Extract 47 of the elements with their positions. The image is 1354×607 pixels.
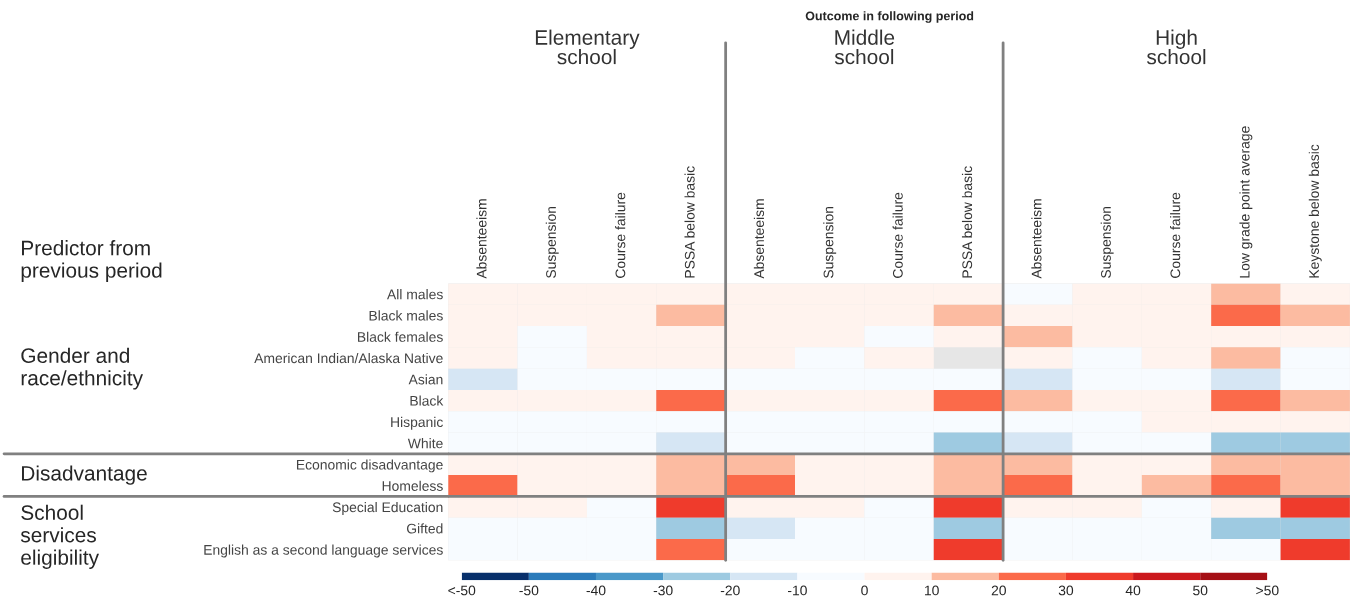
x-tick-label: PSSA below basic [961, 166, 973, 278]
color-bar-label: -40 [586, 585, 606, 596]
text: Middle school [834, 29, 895, 65]
y-tick-label: Economic disadvantage [296, 459, 443, 473]
y-tick-label: American Indian/Alaska Native [254, 352, 443, 364]
color-bar-label: <-50 [448, 585, 476, 596]
text: Elementary school [535, 29, 640, 65]
y-tick-label: Asian [408, 374, 443, 385]
x-tick-label: Low grade point average [1239, 126, 1253, 278]
text: School services eligibility [20, 504, 100, 569]
color-bar-label: -30 [653, 585, 673, 596]
color-bar-label: -10 [787, 585, 807, 596]
chart-title: Outcome in following period [805, 11, 974, 23]
x-tick-label: Suspension [1100, 206, 1114, 278]
text: High school [1146, 29, 1206, 65]
text: Gender and race/ethnicity [21, 347, 144, 390]
y-tick-label: Homeless [382, 480, 443, 491]
x-tick-label: Absenteeism [1031, 199, 1042, 279]
y-tick-label: Black [410, 395, 444, 406]
x-tick-label: Course failure [1170, 192, 1181, 278]
color-bar-label: -50 [519, 585, 539, 596]
x-tick-label: Suspension [823, 206, 837, 278]
y-tick-label: Gifted [406, 523, 443, 534]
text: Disadvantage [22, 465, 147, 485]
y-tick-label: Hispanic [391, 416, 443, 430]
x-tick-label: Course failure [892, 192, 903, 278]
color-bar-label: 50 [1193, 585, 1208, 596]
color-bar-label: 10 [925, 585, 939, 596]
color-bar-label: 0 [861, 585, 868, 596]
color-bar-label: 30 [1058, 585, 1074, 596]
color-bar-label: 40 [1125, 585, 1141, 596]
text: Predictor from previous period [21, 240, 162, 282]
y-tick-label: All males [387, 289, 443, 300]
x-tick-label: Keystone below basic [1308, 144, 1322, 278]
x-tick-label: Suspension [545, 206, 559, 278]
x-tick-label: Absenteeism [476, 199, 487, 279]
y-tick-label: Black females [358, 331, 443, 342]
color-bar-label: 20 [991, 585, 1006, 596]
y-tick-label: English as a second language services [204, 544, 443, 558]
x-tick-label: Absenteeism [753, 199, 765, 279]
y-tick-label: Special Education [332, 502, 443, 515]
color-bar-label: -20 [720, 585, 740, 596]
x-tick-label: Course failure [615, 192, 626, 278]
y-tick-label: Black males [369, 310, 443, 321]
y-tick-label: White [407, 438, 443, 449]
color-bar-label: >50 [1256, 585, 1279, 596]
x-tick-label: PSSA below basic [684, 166, 695, 278]
